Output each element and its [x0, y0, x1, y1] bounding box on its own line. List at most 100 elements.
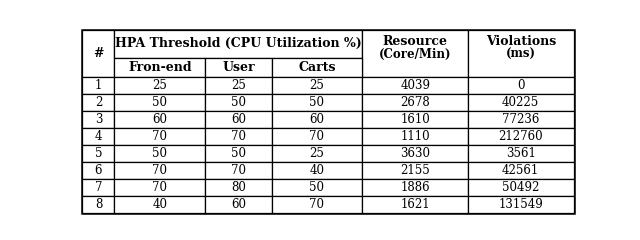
Bar: [362, 128, 468, 145]
Bar: [83, 94, 115, 111]
Bar: [362, 145, 468, 162]
Bar: [83, 162, 115, 179]
Bar: [205, 179, 271, 196]
Text: 70: 70: [310, 130, 324, 143]
Text: Fron-end: Fron-end: [128, 61, 191, 74]
Text: 1886: 1886: [401, 181, 430, 194]
Text: 50: 50: [310, 96, 324, 109]
Text: 212760: 212760: [499, 130, 543, 143]
Text: 25: 25: [310, 147, 324, 160]
Text: 70: 70: [152, 130, 167, 143]
Text: 60: 60: [231, 198, 246, 211]
Text: Violations: Violations: [486, 35, 556, 48]
Text: HPA Threshold (CPU Utilization %): HPA Threshold (CPU Utilization %): [115, 37, 362, 50]
Bar: [468, 162, 573, 179]
Bar: [115, 30, 362, 58]
Bar: [468, 77, 573, 94]
Text: User: User: [222, 61, 255, 74]
Text: 70: 70: [231, 164, 246, 177]
Bar: [115, 162, 205, 179]
Bar: [271, 179, 362, 196]
Bar: [271, 77, 362, 94]
Bar: [83, 128, 115, 145]
Text: 40225: 40225: [502, 96, 540, 109]
Bar: [362, 111, 468, 128]
Text: 131549: 131549: [499, 198, 543, 211]
Bar: [271, 128, 362, 145]
Bar: [205, 58, 271, 77]
Text: 80: 80: [231, 181, 246, 194]
Bar: [271, 58, 362, 77]
Bar: [362, 30, 468, 77]
Text: 50: 50: [310, 181, 324, 194]
Bar: [83, 77, 115, 94]
Bar: [468, 94, 573, 111]
Bar: [115, 58, 205, 77]
Bar: [362, 179, 468, 196]
Text: 0: 0: [517, 79, 525, 92]
Bar: [115, 145, 205, 162]
Bar: [115, 128, 205, 145]
Text: 3630: 3630: [400, 147, 430, 160]
Text: 1621: 1621: [401, 198, 430, 211]
Bar: [468, 30, 573, 77]
Text: 8: 8: [95, 198, 102, 211]
Bar: [205, 196, 271, 213]
Text: 70: 70: [231, 130, 246, 143]
Text: 25: 25: [310, 79, 324, 92]
Text: 4039: 4039: [400, 79, 430, 92]
Text: 25: 25: [152, 79, 167, 92]
Text: 77236: 77236: [502, 113, 540, 126]
Bar: [83, 30, 115, 77]
Text: (Core/Min): (Core/Min): [379, 48, 451, 61]
Text: #: #: [93, 47, 104, 60]
Text: 50: 50: [231, 96, 246, 109]
Bar: [205, 162, 271, 179]
Bar: [115, 77, 205, 94]
Text: 40: 40: [152, 198, 167, 211]
Bar: [271, 162, 362, 179]
Bar: [468, 111, 573, 128]
Text: 50: 50: [152, 147, 167, 160]
Bar: [83, 196, 115, 213]
Bar: [205, 145, 271, 162]
Text: Carts: Carts: [298, 61, 336, 74]
Text: Resource: Resource: [383, 35, 447, 48]
Text: 70: 70: [152, 181, 167, 194]
Text: 7: 7: [95, 181, 102, 194]
Bar: [83, 145, 115, 162]
Text: 70: 70: [310, 198, 324, 211]
Bar: [362, 162, 468, 179]
Text: 3561: 3561: [506, 147, 536, 160]
Text: 70: 70: [152, 164, 167, 177]
Text: 6: 6: [95, 164, 102, 177]
Text: 50: 50: [152, 96, 167, 109]
Text: 25: 25: [231, 79, 246, 92]
Bar: [271, 196, 362, 213]
Text: 1610: 1610: [400, 113, 430, 126]
Text: 1110: 1110: [401, 130, 430, 143]
Bar: [115, 111, 205, 128]
Bar: [205, 128, 271, 145]
Text: 40: 40: [310, 164, 324, 177]
Bar: [468, 128, 573, 145]
Bar: [362, 77, 468, 94]
Text: 60: 60: [310, 113, 324, 126]
Text: 50492: 50492: [502, 181, 540, 194]
Text: 2155: 2155: [400, 164, 430, 177]
Bar: [271, 111, 362, 128]
Text: 3: 3: [95, 113, 102, 126]
Bar: [468, 196, 573, 213]
Bar: [115, 179, 205, 196]
Text: 2: 2: [95, 96, 102, 109]
Text: 4: 4: [95, 130, 102, 143]
Text: (ms): (ms): [506, 48, 536, 61]
Bar: [205, 94, 271, 111]
Bar: [362, 196, 468, 213]
Text: 42561: 42561: [502, 164, 540, 177]
Bar: [468, 179, 573, 196]
Text: 60: 60: [231, 113, 246, 126]
Text: 5: 5: [95, 147, 102, 160]
Bar: [83, 111, 115, 128]
Bar: [205, 111, 271, 128]
